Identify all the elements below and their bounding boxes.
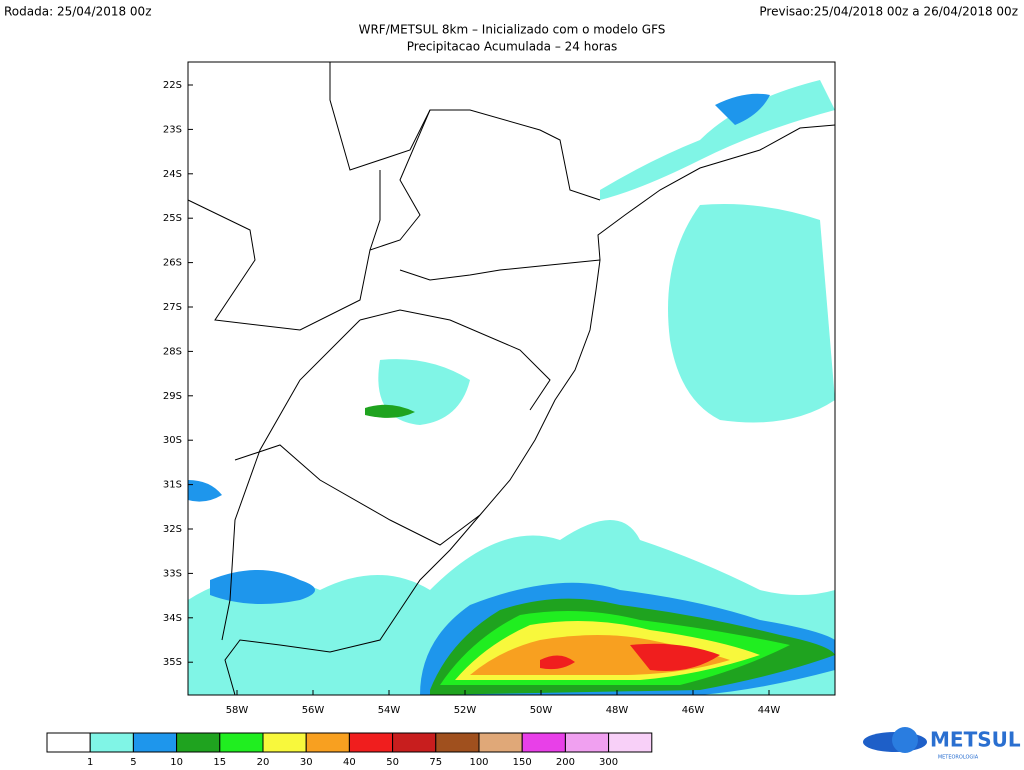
precip-darkgreen xyxy=(365,404,415,418)
colorbar-label: 75 xyxy=(429,757,442,768)
run-label: Rodada: 25/04/2018 00z xyxy=(4,5,152,19)
lon-label: 58W xyxy=(226,705,249,716)
color-swatch xyxy=(392,732,437,753)
lat-label: 30S xyxy=(163,435,182,446)
color-swatch xyxy=(219,732,264,753)
axis-labels: 22S 23S 24S 25S 26S 27S 28S 29S 30S 31S 32S 33S 34S 3… xyxy=(163,80,780,716)
lat-label: 34S xyxy=(163,613,182,624)
lon-label: 48W xyxy=(606,705,629,716)
lat-label: 24S xyxy=(163,169,182,180)
precip-blue xyxy=(188,480,222,502)
lon-label: 44W xyxy=(758,705,781,716)
lon-label: 50W xyxy=(530,705,553,716)
logo-icon xyxy=(892,727,918,753)
border xyxy=(359,309,551,411)
subtitle: Precipitacao Acumulada – 24 horas xyxy=(407,40,617,54)
color-swatch xyxy=(478,732,523,753)
title: WRF/METSUL 8km – Inicializado com o mode… xyxy=(359,23,666,37)
lat-label: 32S xyxy=(163,524,182,535)
logo-tagline: METEOROLOGIA xyxy=(938,755,979,761)
forecast-label: Previsao:25/04/2018 00z a 26/04/2018 00z xyxy=(759,5,1018,19)
precip-blue xyxy=(210,570,315,604)
color-swatch xyxy=(348,732,394,753)
colorbar-label: 30 xyxy=(300,757,313,768)
colorbar-label: 150 xyxy=(513,757,532,768)
colorbar-label: 100 xyxy=(469,757,488,768)
logo: METSUL METEOROLOGIA xyxy=(863,727,1021,761)
lon-label: 46W xyxy=(682,705,705,716)
lat-label: 28S xyxy=(163,346,182,357)
lon-label: 56W xyxy=(302,705,325,716)
color-swatch xyxy=(521,732,566,753)
color-swatch xyxy=(435,732,480,753)
lat-label: 26S xyxy=(163,258,182,269)
colorbar: 1 5 10 15 20 30 40 50 75 100 150 200 300 xyxy=(46,732,653,768)
color-swatch xyxy=(132,732,178,753)
lat-label: 35S xyxy=(163,657,182,668)
lat-label: 27S xyxy=(163,302,182,313)
color-swatch xyxy=(176,732,221,753)
colorbar-label: 200 xyxy=(556,757,575,768)
color-swatch xyxy=(305,732,350,753)
colorbar-label: 300 xyxy=(599,757,618,768)
logo-name: METSUL xyxy=(930,728,1021,752)
border xyxy=(399,259,601,281)
color-swatch xyxy=(564,732,610,753)
lat-label: 25S xyxy=(163,213,182,224)
color-swatch xyxy=(46,732,91,753)
lon-label: 52W xyxy=(454,705,477,716)
lat-label: 23S xyxy=(163,124,182,135)
color-swatch xyxy=(89,732,134,753)
precip-red xyxy=(540,643,720,671)
color-swatch xyxy=(608,732,653,753)
border xyxy=(329,62,431,171)
border xyxy=(234,444,481,546)
precip-cyan xyxy=(600,80,835,200)
lat-label: 22S xyxy=(163,80,182,91)
colorbar-label: 10 xyxy=(170,757,183,768)
color-swatch xyxy=(262,732,307,753)
colorbar-label: 50 xyxy=(386,757,399,768)
colorbar-label: 5 xyxy=(130,757,136,768)
precip-blue xyxy=(715,93,770,125)
border xyxy=(369,170,381,251)
boundaries xyxy=(187,62,836,696)
map-frame xyxy=(187,61,836,696)
colorbar-label: 40 xyxy=(343,757,356,768)
precip-cyan xyxy=(668,204,835,423)
colorbar-label: 1 xyxy=(87,757,93,768)
lon-label: 54W xyxy=(378,705,401,716)
border xyxy=(221,319,361,641)
precipitation xyxy=(188,80,835,695)
lat-label: 31S xyxy=(163,480,182,491)
lat-label: 33S xyxy=(163,568,182,579)
coastline xyxy=(224,124,836,696)
lat-label: 29S xyxy=(163,391,182,402)
colorbar-label: 15 xyxy=(213,757,226,768)
colorbar-label: 20 xyxy=(257,757,270,768)
border xyxy=(187,109,601,331)
